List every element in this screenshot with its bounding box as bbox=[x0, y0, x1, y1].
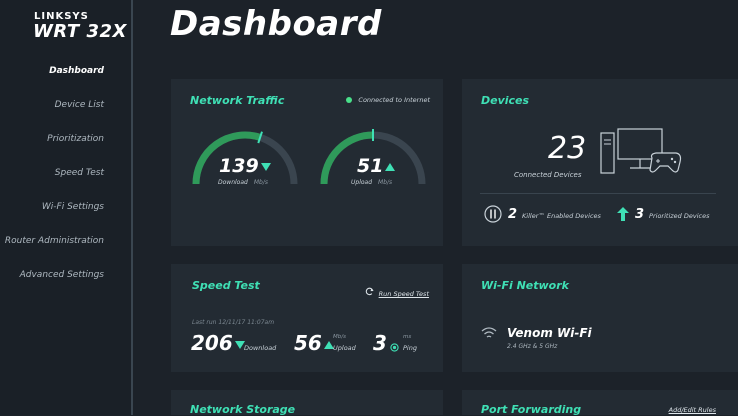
speed-upload-wrap: 56 bbox=[294, 331, 334, 355]
connected-devices-count: 23 bbox=[548, 131, 587, 166]
sidebar-item-wifi-settings[interactable]: Wi-Fi Settings bbox=[41, 202, 104, 212]
last-run-text: Last run 12/11/17 11:07am bbox=[192, 319, 275, 326]
devices-illustration-icon bbox=[600, 128, 682, 174]
download-unit: Mb/s bbox=[253, 179, 268, 186]
download-label: Download bbox=[218, 179, 248, 186]
arrow-down-icon bbox=[260, 162, 271, 171]
devices-card: Devices 23 Connected Devices 2 Killer™ En… bbox=[462, 79, 738, 246]
brand-name: LINKSYS bbox=[34, 11, 89, 22]
prioritized-devices-stat[interactable]: 3 Prioritized Devices bbox=[617, 203, 709, 222]
speed-upload-label: Upload bbox=[333, 344, 356, 352]
connection-status-label: Connected to Internet bbox=[358, 96, 430, 104]
killer-logo-icon bbox=[484, 204, 502, 223]
speed-upload-value: 56 bbox=[294, 331, 322, 355]
refresh-icon bbox=[365, 287, 374, 296]
download-caption: Download Mb/s bbox=[218, 179, 268, 186]
sidebar: LINKSYS WRT 32X Dashboard Device List Pr… bbox=[0, 0, 133, 415]
prioritized-devices-label: Prioritized Devices bbox=[649, 212, 710, 220]
prioritized-devices-count: 3 bbox=[635, 207, 645, 222]
devices-divider bbox=[480, 193, 716, 194]
arrow-down-icon bbox=[234, 340, 245, 349]
download-gauge bbox=[192, 131, 298, 185]
upload-gauge-fill bbox=[320, 131, 374, 185]
upload-value: 51 bbox=[357, 155, 384, 177]
connection-status: Connected to Internet bbox=[346, 96, 430, 104]
run-speed-test-button[interactable]: Run Speed Test bbox=[365, 281, 429, 300]
killer-devices-count: 2 bbox=[508, 207, 518, 222]
wifi-network-card: Wi-Fi Network Venom Wi-Fi 2.4 GHz & 5 GH… bbox=[462, 264, 738, 372]
download-gauge-fill bbox=[192, 131, 262, 185]
ping-indicator-icon bbox=[390, 343, 399, 352]
arrow-up-icon bbox=[323, 340, 334, 349]
speed-ping-unit: ms bbox=[403, 334, 412, 340]
upload-label: Upload bbox=[351, 179, 373, 186]
network-storage-title: Network Storage bbox=[190, 403, 296, 416]
sidebar-item-advanced-settings[interactable]: Advanced Settings bbox=[19, 270, 104, 280]
port-forwarding-title: Port Forwarding bbox=[481, 403, 582, 416]
sidebar-item-prioritization[interactable]: Prioritization bbox=[47, 134, 104, 144]
upload-unit: Mb/s bbox=[378, 179, 393, 186]
speed-download-label: Download bbox=[244, 344, 277, 352]
upload-caption: Upload Mb/s bbox=[351, 179, 392, 186]
wifi-network-name: Venom Wi-Fi bbox=[507, 326, 592, 340]
connected-devices-label: Connected Devices bbox=[514, 171, 582, 179]
network-traffic-card: Network Traffic Connected to Internet 13… bbox=[171, 79, 443, 246]
speed-download-value: 206 bbox=[191, 331, 233, 355]
network-storage-card: Network Storage bbox=[171, 390, 443, 416]
speed-test-card: Speed Test Run Speed Test Last run 12/11… bbox=[171, 264, 443, 372]
sidebar-item-dashboard[interactable]: Dashboard bbox=[49, 66, 104, 76]
network-traffic-title: Network Traffic bbox=[190, 94, 285, 107]
status-dot-icon bbox=[346, 97, 353, 103]
devices-title: Devices bbox=[481, 94, 530, 107]
download-value-wrap: 139 bbox=[219, 155, 271, 177]
arrow-up-icon bbox=[617, 206, 629, 221]
add-edit-rules-link[interactable]: Add/Edit Rules bbox=[668, 406, 716, 414]
speed-upload-unit: Mb/s bbox=[333, 334, 346, 340]
wifi-icon bbox=[481, 327, 497, 338]
download-value: 139 bbox=[219, 155, 259, 177]
wifi-network-title: Wi-Fi Network bbox=[481, 279, 569, 292]
sidebar-item-device-list[interactable]: Device List bbox=[54, 100, 104, 110]
sidebar-item-speed-test[interactable]: Speed Test bbox=[54, 168, 104, 178]
sidebar-item-router-administration[interactable]: Router Administration bbox=[4, 236, 104, 246]
speed-download-wrap: 206 bbox=[191, 331, 245, 355]
killer-devices-label: Killer™ Enabled Devices bbox=[522, 212, 601, 220]
speed-ping-label: Ping bbox=[403, 344, 417, 352]
speed-test-title: Speed Test bbox=[192, 279, 260, 292]
page-title: Dashboard bbox=[170, 4, 382, 44]
run-speed-test-label: Run Speed Test bbox=[378, 290, 429, 298]
wifi-network-bands: 2.4 GHz & 5 GHz bbox=[507, 343, 558, 350]
speed-ping-value: 3 bbox=[373, 331, 387, 355]
brand-model: WRT 32X bbox=[33, 21, 127, 42]
upload-value-wrap: 51 bbox=[357, 155, 396, 177]
arrow-up-icon bbox=[385, 162, 396, 171]
port-forwarding-card: Port Forwarding Add/Edit Rules bbox=[462, 390, 738, 416]
upload-gauge bbox=[320, 129, 426, 185]
killer-devices-stat[interactable]: 2 Killer™ Enabled Devices bbox=[484, 203, 601, 223]
download-gauge-needle bbox=[257, 131, 263, 144]
